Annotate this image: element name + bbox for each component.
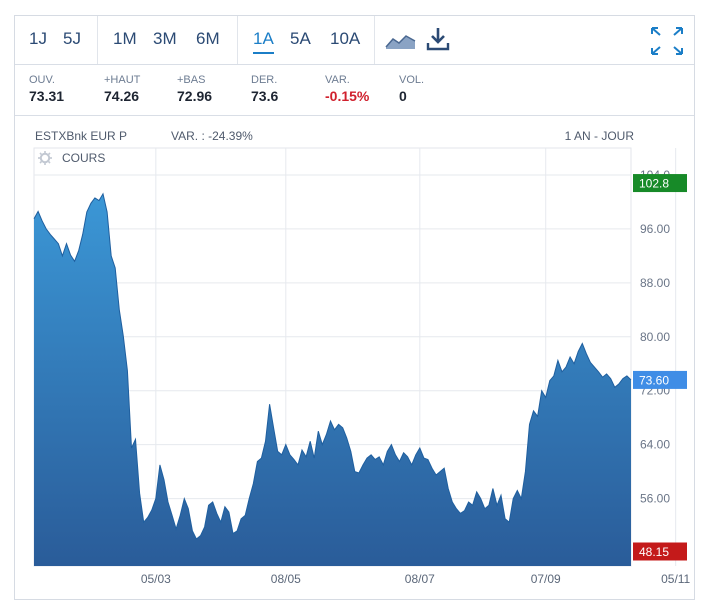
period-10a-button[interactable]: 10A: [330, 29, 361, 48]
download-icon[interactable]: [425, 25, 451, 53]
stat-label: +BAS: [177, 74, 206, 86]
period-1j-button[interactable]: 1J: [29, 29, 47, 48]
stat-value: 0: [399, 88, 407, 104]
stat-volume: VOL. 0: [399, 74, 424, 104]
stat-label: +HAUT: [104, 74, 141, 86]
period-1a-button[interactable]: 1A: [253, 29, 274, 54]
y-tick-label: 80.00: [640, 330, 670, 344]
stat-open: OUV. 73.31: [29, 74, 64, 104]
settings-gear-icon[interactable]: [38, 151, 52, 165]
stat-value: 73.31: [29, 88, 65, 104]
toolbar-divider: [237, 16, 238, 64]
price-badge-last: 73.60: [633, 370, 687, 389]
stat-variation: VAR. -0.15%: [325, 74, 369, 104]
stat-low: +BAS 72.96: [177, 74, 212, 104]
period-3m-button[interactable]: 3M: [153, 29, 177, 48]
x-tick-label: 05/03: [141, 572, 171, 586]
stat-last: DER. 73.6: [251, 74, 278, 104]
period-5a-button[interactable]: 5A: [290, 29, 311, 48]
stats-bar: OUV. 73.31 +HAUT 74.26 +BAS 72.96 DER. 7…: [15, 65, 694, 116]
period-6m-button[interactable]: 6M: [196, 29, 220, 48]
x-tick-label: 08/07: [405, 572, 435, 586]
period-1m-button[interactable]: 1M: [113, 29, 137, 48]
y-tick-label: 96.00: [640, 222, 670, 236]
badge-background: [633, 174, 687, 193]
toolbar: 1J 5J 1M 3M 6M 1A 5A 10A: [15, 16, 694, 65]
stat-value: 72.96: [177, 88, 213, 104]
y-tick-label: 56.00: [640, 492, 670, 506]
stat-high: +HAUT 74.26: [104, 74, 140, 104]
stat-value: 74.26: [104, 88, 140, 104]
price-line: [33, 192, 632, 540]
y-tick-label: 88.00: [640, 276, 670, 290]
y-tick-label: 64.00: [640, 438, 670, 452]
toolbar-divider: [374, 16, 375, 64]
stat-label: OUV.: [29, 74, 55, 86]
chart-period: 1 AN - JOUR: [564, 129, 634, 143]
x-tick-label: 07/09: [531, 572, 561, 586]
instrument-name: ESTXBnk EUR P: [35, 129, 128, 143]
badge-label: 73.60: [639, 373, 669, 387]
toolbar-divider: [97, 16, 98, 64]
price-area: [34, 193, 631, 567]
badge-background: [633, 370, 687, 389]
period-5j-button[interactable]: 5J: [63, 29, 81, 48]
badge-background: [633, 542, 687, 561]
fullscreen-icon[interactable]: [649, 25, 685, 57]
stat-label: VOL.: [399, 74, 425, 86]
stat-label: DER.: [251, 74, 278, 86]
x-tick-label: 08/05: [271, 572, 301, 586]
price-badges: 102.8 73.60 48.15: [633, 174, 687, 561]
price-badge-low: 48.15: [633, 542, 687, 561]
area-chart-icon[interactable]: [384, 27, 418, 53]
series-legend[interactable]: COURS: [38, 151, 105, 165]
badge-label: 48.15: [639, 545, 669, 559]
series-label: COURS: [62, 151, 105, 165]
x-tick-label: 05/11: [661, 572, 690, 586]
stat-label: VAR.: [325, 74, 350, 86]
badge-label: 102.8: [639, 177, 669, 191]
price-badge-high: 102.8: [633, 174, 687, 193]
x-axis: 05/03 08/05 08/07 07/09 05/11: [141, 572, 691, 586]
stat-value: 73.6: [251, 88, 279, 104]
chart-variation: VAR. : -24.39%: [171, 129, 253, 143]
stat-value: -0.15%: [325, 88, 370, 104]
